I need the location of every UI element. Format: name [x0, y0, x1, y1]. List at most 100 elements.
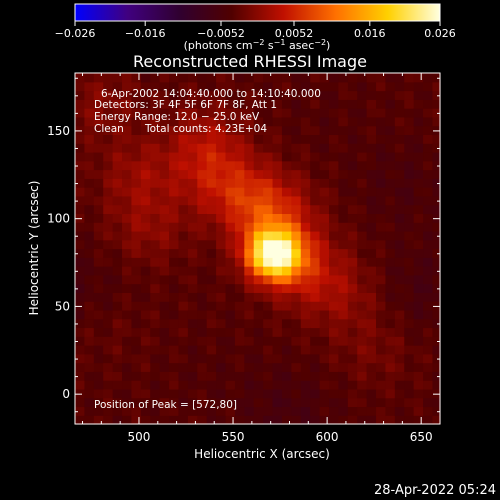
heatmap-cell — [216, 371, 227, 381]
heatmap-cell — [234, 195, 245, 206]
heatmap-cell — [150, 274, 161, 285]
heatmap-cell — [357, 90, 368, 100]
heatmap-cell — [234, 248, 245, 258]
heatmap-cell — [103, 134, 114, 144]
heatmap-cell — [300, 90, 311, 100]
heatmap-cell — [225, 90, 236, 100]
heatmap-cell — [263, 345, 274, 355]
heatmap-cell — [131, 371, 142, 381]
heatmap-cell — [291, 81, 302, 92]
heatmap-cell — [432, 345, 441, 355]
heatmap-cell — [103, 380, 114, 390]
heatmap-cell — [281, 292, 292, 302]
heatmap-cell — [338, 178, 349, 188]
heatmap-cell — [253, 380, 264, 390]
heatmap-cell — [319, 266, 330, 276]
heatmap-cell — [103, 160, 114, 171]
heatmap-cell — [413, 125, 424, 136]
heatmap-cell — [169, 108, 180, 118]
heatmap-cell — [413, 318, 424, 329]
heatmap-cell — [84, 345, 95, 355]
heatmap-cell — [394, 309, 405, 320]
heatmap-cell — [206, 406, 217, 416]
heatmap-cell — [140, 406, 151, 416]
peak-position-text: Position of Peak = [572,80] — [94, 399, 237, 411]
heatmap-cell — [300, 195, 311, 206]
heatmap-cell — [216, 292, 227, 302]
heatmap-cell — [140, 248, 151, 258]
heatmap-cell — [140, 134, 151, 144]
heatmap-cell — [112, 301, 123, 311]
heatmap-cell — [244, 257, 255, 267]
heatmap-cell — [281, 151, 292, 162]
y-tick-label: 150 — [47, 124, 70, 138]
heatmap-cell — [197, 108, 208, 118]
heatmap-cell — [432, 283, 441, 293]
heatmap-cell — [281, 266, 292, 276]
heatmap-cell — [338, 336, 349, 346]
heatmap-cell — [272, 169, 283, 179]
heatmap-cell — [272, 160, 283, 171]
colorbar-strip — [74, 3, 441, 22]
heatmap-cell — [150, 266, 161, 276]
heatmap-cell — [423, 309, 434, 320]
heatmap-cell — [112, 99, 123, 109]
heatmap-cell — [150, 283, 161, 293]
heatmap-cell — [103, 239, 114, 250]
heatmap-cell — [178, 257, 189, 267]
heatmap-cell — [347, 204, 358, 215]
heatmap-cell — [404, 388, 415, 399]
heatmap-cell — [150, 195, 161, 206]
heatmap-cell — [150, 187, 161, 197]
heatmap-cell — [328, 415, 339, 425]
heatmap-cell — [93, 353, 104, 364]
heatmap-cell — [122, 230, 133, 241]
heatmap-cell — [385, 397, 396, 408]
heatmap-cell — [103, 81, 114, 92]
heatmap-cell — [394, 239, 405, 250]
heatmap-cell — [310, 248, 321, 258]
heatmap-cell — [253, 239, 264, 250]
heatmap-cell — [131, 327, 142, 337]
heatmap-cell — [300, 160, 311, 171]
heatmap-cell — [357, 151, 368, 162]
heatmap-cell — [206, 336, 217, 346]
heatmap-cell — [234, 309, 245, 320]
heatmap-cell — [253, 222, 264, 232]
heatmap-cell — [140, 257, 151, 267]
heatmap-cell — [272, 108, 283, 118]
heatmap-cell — [404, 318, 415, 329]
heatmap-cell — [206, 283, 217, 293]
heatmap-cell — [75, 388, 86, 399]
heatmap-cell — [357, 301, 368, 311]
heatmap-cell — [432, 406, 441, 416]
heatmap-cell — [319, 90, 330, 100]
heatmap-cell — [413, 187, 424, 197]
heatmap-cell — [328, 406, 339, 416]
heatmap-cell — [413, 81, 424, 92]
heatmap-cell — [103, 187, 114, 197]
heatmap-cell — [272, 336, 283, 346]
heatmap-cell — [197, 371, 208, 381]
heatmap-cell — [122, 99, 133, 109]
heatmap-cell — [131, 204, 142, 215]
heatmap-cell — [75, 116, 86, 127]
heatmap-cell — [263, 397, 274, 408]
heatmap-cell — [84, 266, 95, 276]
heatmap-cell — [404, 327, 415, 337]
heatmap-cell — [225, 187, 236, 197]
heatmap-cell — [272, 230, 283, 241]
heatmap-cell — [93, 125, 104, 136]
heatmap-cell — [112, 336, 123, 346]
heatmap-cell — [140, 160, 151, 171]
heatmap-cell — [413, 90, 424, 100]
heatmap-cell — [394, 336, 405, 346]
heatmap-cell — [263, 415, 274, 425]
heatmap-cell — [328, 397, 339, 408]
heatmap-cell — [122, 353, 133, 364]
heatmap-cell — [338, 371, 349, 381]
heatmap-cell — [244, 213, 255, 223]
heatmap-cell — [169, 318, 180, 329]
heatmap-cell — [423, 125, 434, 136]
heatmap-cell — [338, 204, 349, 215]
